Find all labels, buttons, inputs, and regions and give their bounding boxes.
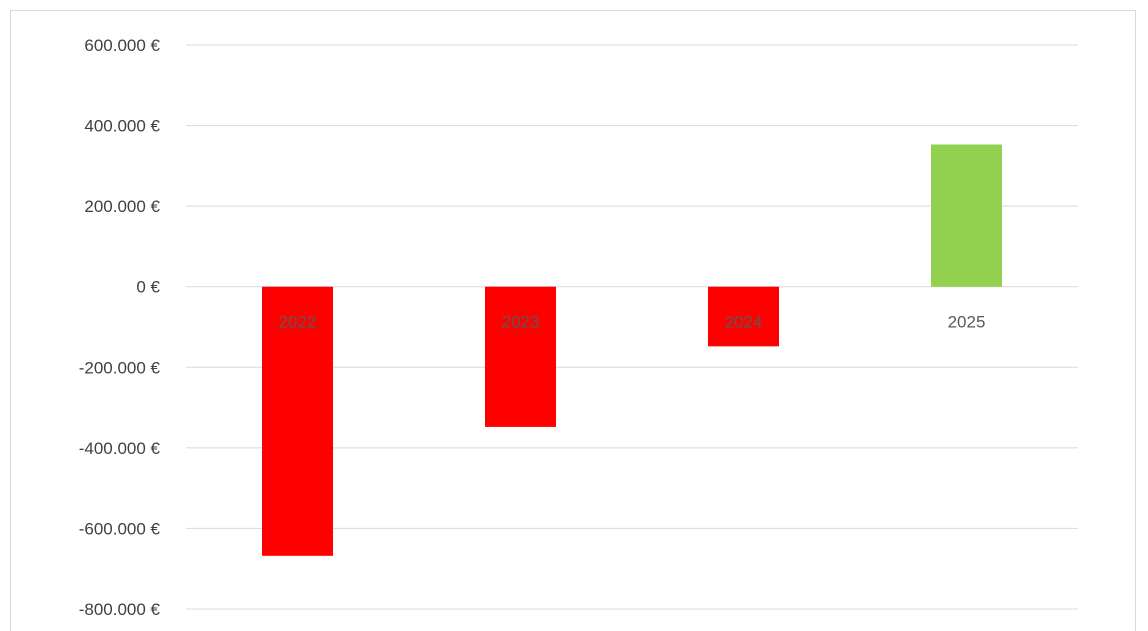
y-axis-tick-labels: 600.000 € 400.000 € 200.000 € 0 € -200.000 €… <box>79 36 161 619</box>
y-tick-label: -200.000 € <box>79 358 161 377</box>
y-tick-label: 400.000 € <box>84 117 160 136</box>
bar-2022 <box>262 286 333 556</box>
y-tick-label: 0 € <box>136 278 160 297</box>
y-tick-label: -600.000 € <box>79 519 161 538</box>
bars <box>262 144 1002 556</box>
gridlines <box>186 44 1078 610</box>
y-tick-label: 600.000 € <box>84 36 160 55</box>
x-category-label: 2022 <box>279 313 317 332</box>
x-category-label: 2025 <box>948 313 986 332</box>
x-category-label: 2024 <box>725 313 763 332</box>
bar-2025 <box>931 144 1002 287</box>
y-tick-label: -800.000 € <box>79 600 161 619</box>
bar-2023 <box>485 286 556 427</box>
y-tick-label: -400.000 € <box>79 439 161 458</box>
y-tick-label: 200.000 € <box>84 197 160 216</box>
x-axis-category-labels: 2022 2023 2024 2025 <box>279 313 986 332</box>
chart-frame <box>10 10 1136 631</box>
bar-2024 <box>708 286 779 347</box>
x-category-label: 2023 <box>502 313 540 332</box>
